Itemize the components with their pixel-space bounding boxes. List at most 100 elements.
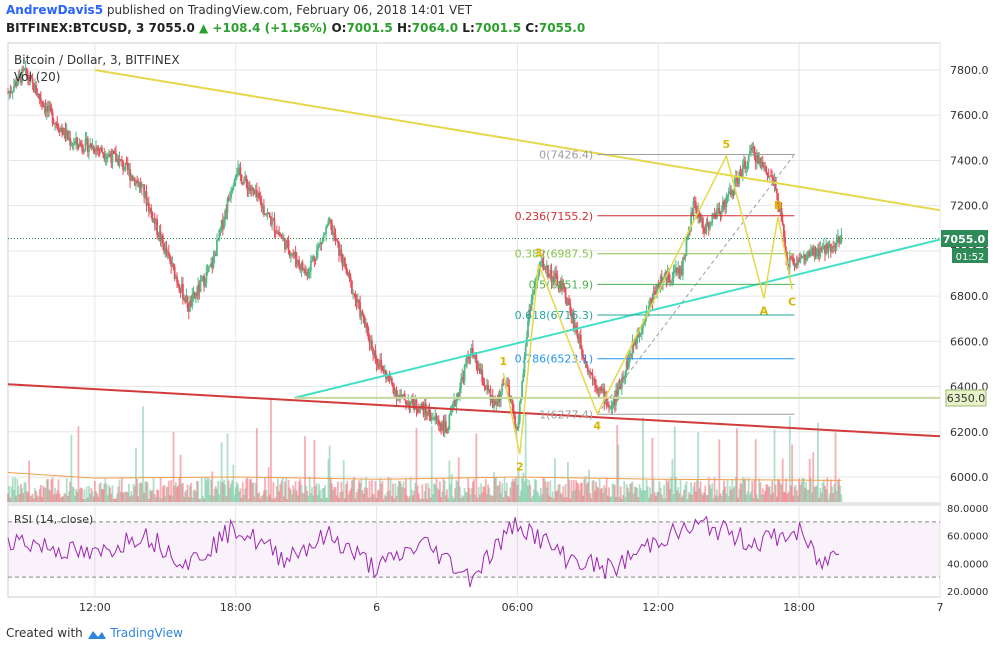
volume-bar (366, 487, 369, 502)
candle-body (442, 422, 445, 433)
volume-bar (809, 477, 812, 502)
volume-bar (59, 497, 62, 502)
candle-body (819, 248, 822, 257)
volume-bar (804, 487, 806, 502)
price-chart[interactable]: 0(7426.4) 0.236(7155.2) 0.382(6987.5) 0.5(6… (0, 40, 1000, 618)
volume-bar (43, 487, 46, 502)
volume-bar (320, 498, 323, 502)
candle-body (181, 283, 184, 300)
rsi-pane[interactable] (7, 504, 941, 598)
candle-body (565, 298, 568, 306)
candle-body (625, 360, 628, 372)
volume-bar (228, 488, 231, 502)
volume-bar (225, 496, 228, 502)
volume-bar (260, 496, 263, 502)
volume-bar (336, 481, 339, 502)
volume-bar (514, 478, 516, 502)
volume-bar (108, 485, 110, 502)
candle-body (177, 282, 180, 286)
volume-bar (311, 486, 313, 502)
volume-bar (69, 481, 72, 502)
volume-bar (297, 495, 299, 502)
volume-bar (806, 489, 809, 502)
volume-bar (838, 478, 840, 502)
tradingview-link[interactable]: TradingView (110, 626, 183, 640)
volume-bar (827, 498, 830, 502)
volume-bar (656, 492, 659, 502)
volume-bar (253, 496, 256, 502)
candle-body (221, 220, 224, 229)
candle-body (471, 348, 474, 356)
volume-bar (699, 481, 702, 502)
volume-bar (731, 479, 734, 502)
volume-bar (606, 495, 609, 502)
symbol-line: BITFINEX:BTCUSD, 3 7055.0 ▲ +108.4 (+1.5… (6, 21, 585, 35)
candle-body (379, 360, 381, 368)
volume-bar (602, 492, 605, 502)
candle-body (753, 146, 756, 154)
volume-bar (583, 479, 586, 502)
volume-bar (23, 482, 26, 502)
volume-bar (792, 495, 795, 502)
volume-bar (174, 482, 177, 502)
candle-body (28, 79, 31, 82)
volume-bar (459, 486, 461, 502)
candle-body (728, 190, 731, 192)
volume-bar (184, 491, 187, 502)
candle-body (129, 169, 131, 181)
volume-bar (754, 439, 757, 502)
candle-body (240, 175, 243, 184)
volume-bar (487, 484, 489, 502)
candle-body (572, 313, 575, 330)
volume-bar (50, 479, 53, 502)
volume-bar (428, 488, 431, 502)
price-tick-label: 7600.0 (950, 109, 989, 122)
candle-body (309, 260, 312, 272)
volume-bar (97, 496, 100, 502)
volume-bar (334, 487, 337, 502)
volume-bar (380, 483, 383, 502)
volume-bar (767, 486, 770, 502)
candle-body (84, 138, 87, 151)
candle-body (807, 251, 810, 255)
candle-body (174, 276, 177, 279)
candle-body (685, 240, 688, 256)
candle-body (238, 167, 241, 169)
volume-bar (299, 479, 302, 502)
volume-bar (653, 492, 656, 502)
author-link[interactable]: AndrewDavis5 (6, 3, 104, 17)
candle-body (532, 290, 535, 295)
volume-bar (443, 480, 446, 502)
fib-level-label: 0.5(6851.9) (529, 278, 594, 291)
volume-bar (10, 486, 13, 502)
candle-body (726, 194, 729, 197)
volume-bar (412, 495, 414, 502)
volume-bar (181, 483, 184, 502)
candle-body (106, 155, 109, 157)
volume-bar (422, 498, 425, 502)
volume-bar (117, 486, 120, 502)
volume-bar (461, 495, 464, 502)
candle-body (434, 415, 437, 418)
candle-body (834, 246, 837, 248)
candle-body (439, 424, 441, 426)
candle-body (743, 161, 745, 165)
level-tag (945, 389, 987, 407)
volume-bar (339, 492, 342, 502)
candle-body (208, 265, 211, 267)
volume-bar (549, 480, 552, 502)
candle-body (111, 150, 114, 164)
volume-bar (167, 480, 170, 502)
candle-body (833, 246, 836, 248)
volume-bar (682, 495, 684, 502)
candle-body (186, 296, 189, 308)
volume-bar (375, 497, 378, 502)
candle-body (758, 158, 761, 164)
price-pane[interactable] (7, 42, 941, 504)
volume-bar (143, 492, 146, 502)
candle-body (605, 396, 608, 405)
volume-bar (218, 494, 221, 502)
candle-body (400, 394, 403, 397)
candle-body (326, 225, 329, 228)
volume-bar (437, 489, 440, 502)
